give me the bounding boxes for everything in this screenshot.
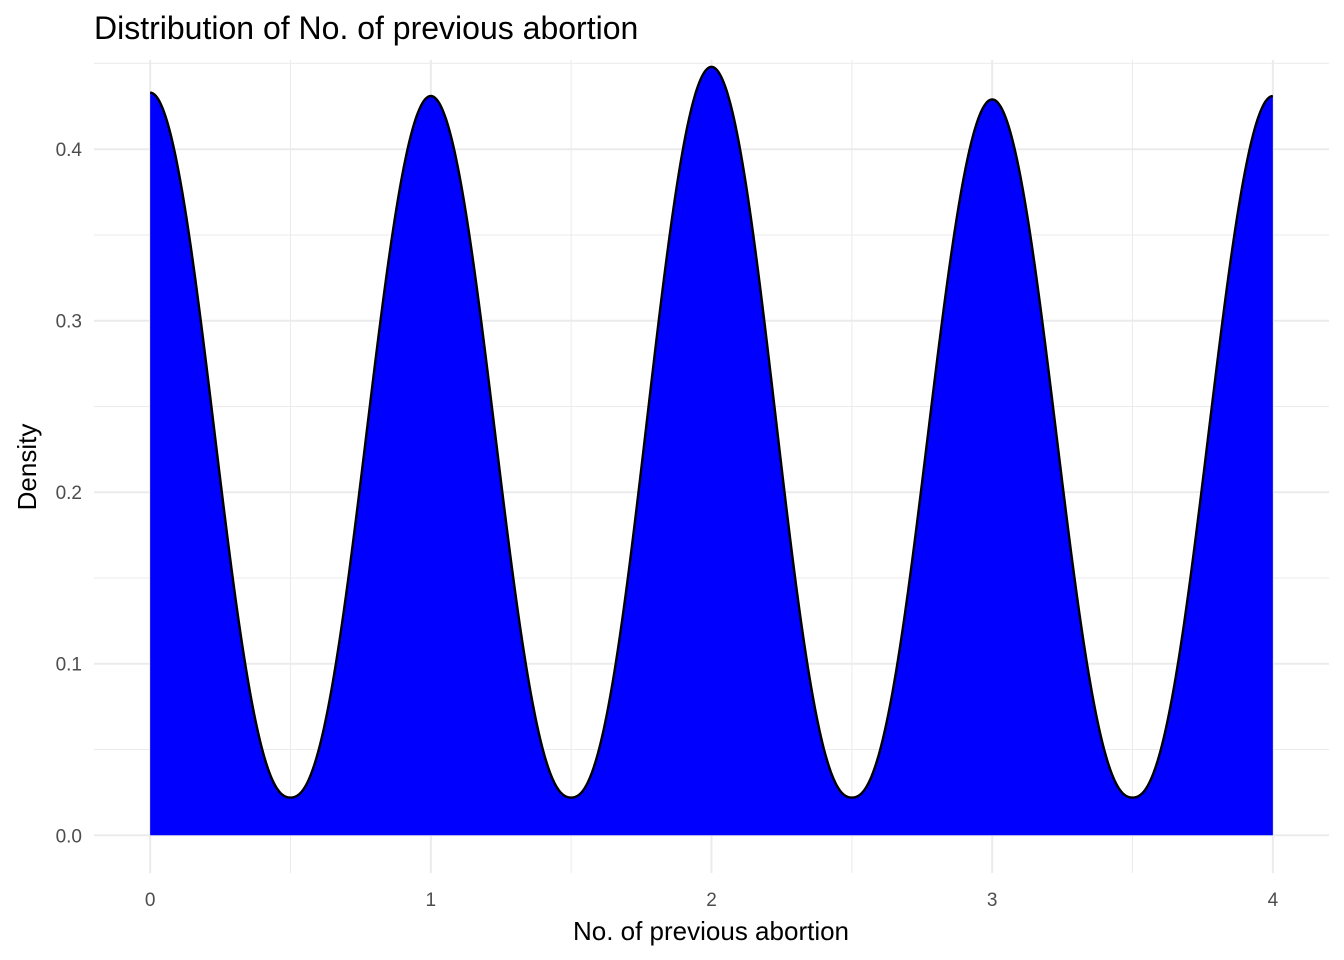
x-axis-title: No. of previous abortion <box>573 916 849 946</box>
density-area <box>150 66 1273 836</box>
y-axis-title: Density <box>12 424 42 511</box>
y-tick-label: 0.2 <box>56 483 82 504</box>
x-tick-labels: 0 1 2 3 4 <box>145 890 1279 911</box>
y-tick-label: 0.0 <box>56 826 82 847</box>
density-line <box>149 65 1274 799</box>
x-tick-label: 2 <box>706 890 717 911</box>
x-tick-label: 4 <box>1268 890 1279 911</box>
y-tick-label: 0.1 <box>56 655 82 676</box>
y-tick-label: 0.3 <box>56 312 82 333</box>
chart-title: Distribution of No. of previous abortion <box>94 10 638 46</box>
x-tick-label: 0 <box>145 890 156 911</box>
y-tick-label: 0.4 <box>56 140 83 161</box>
y-tick-labels: 0.0 0.1 0.2 0.3 0.4 <box>56 140 83 847</box>
x-tick-label: 1 <box>426 890 437 911</box>
x-tick-label: 3 <box>987 890 998 911</box>
